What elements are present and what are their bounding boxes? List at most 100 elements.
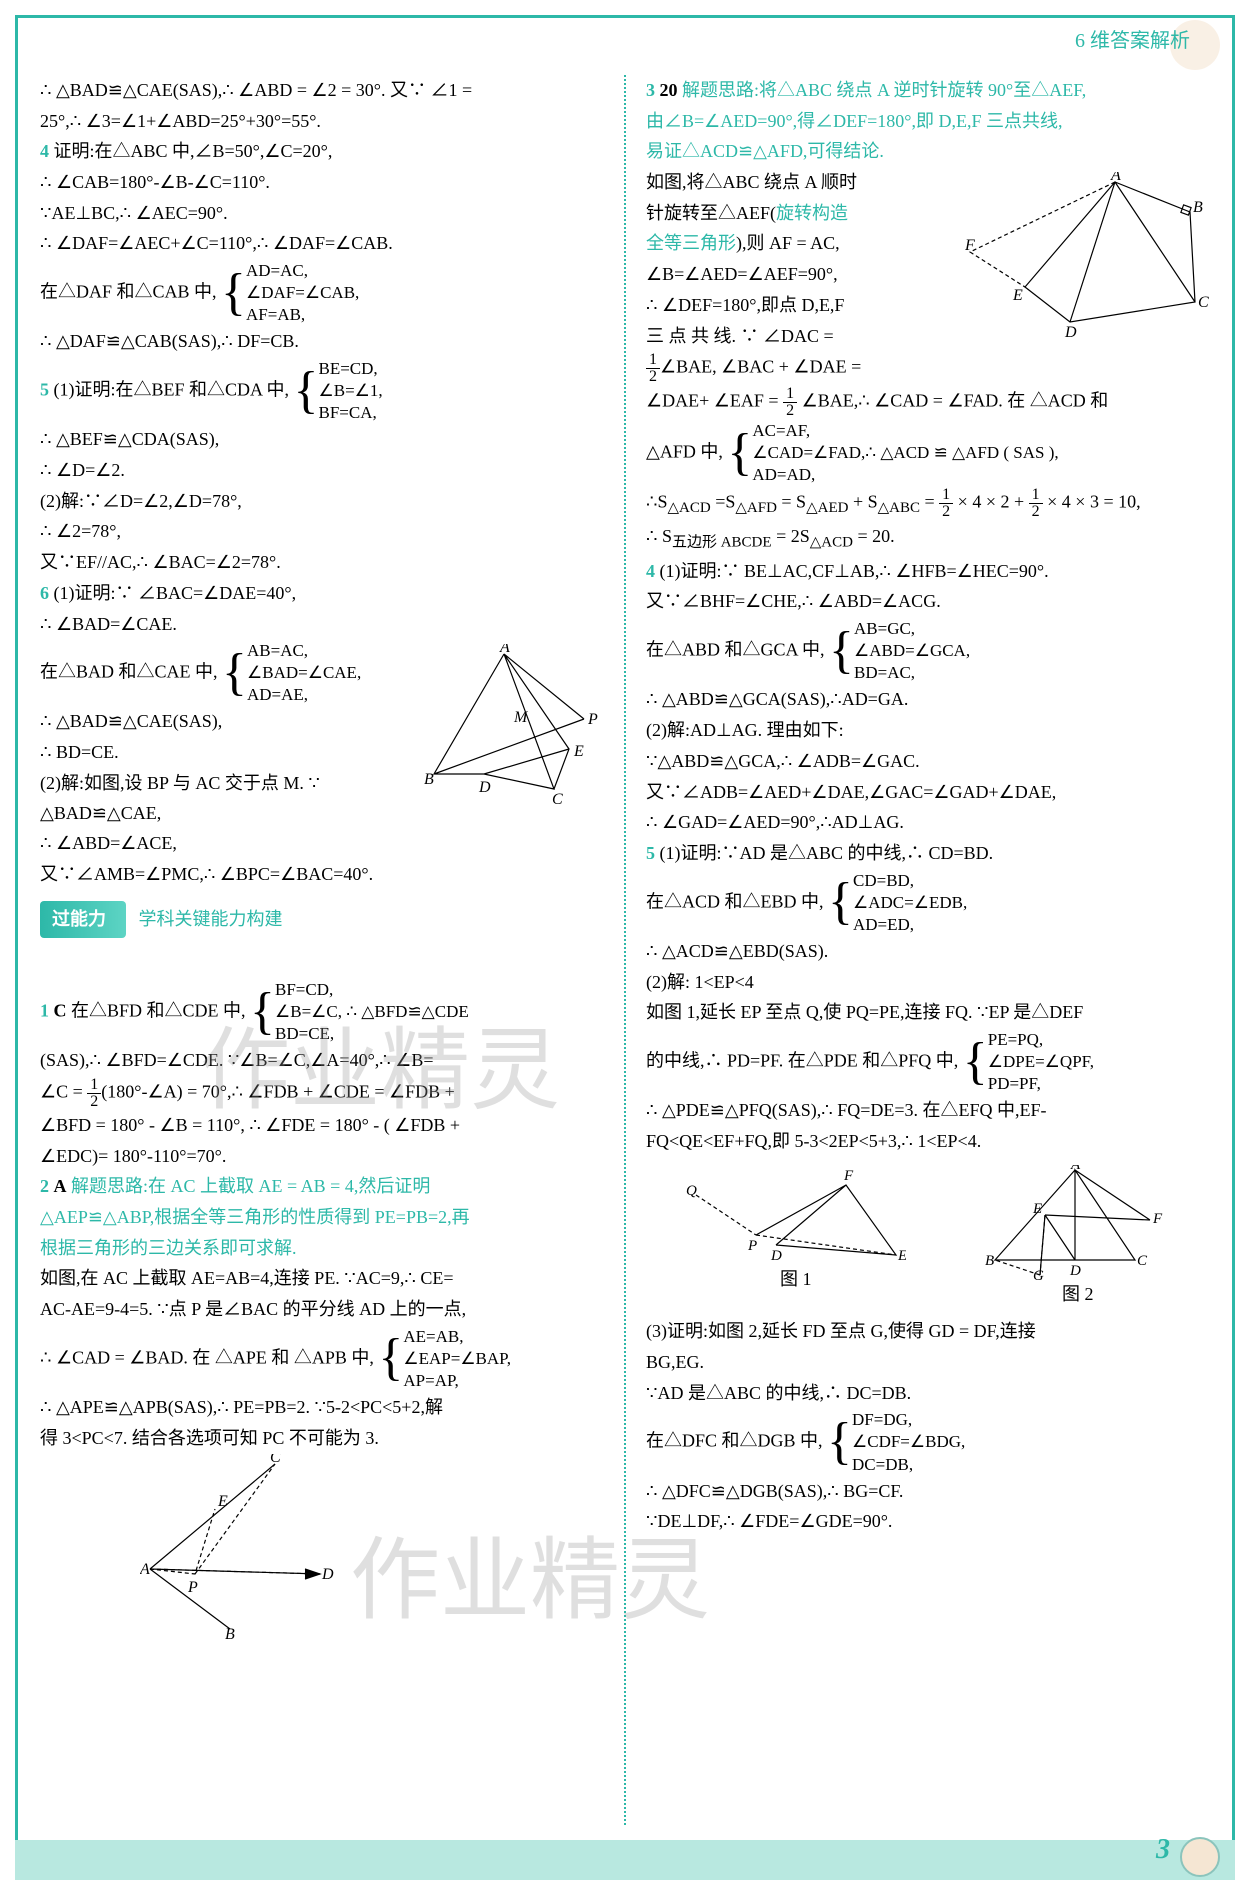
- svg-text:E: E: [897, 1248, 906, 1264]
- eq: ∠B=∠C, ∴ △BFD≌△CDE: [275, 1001, 469, 1023]
- text: ∠DAE+ ∠EAF = 12 ∠BAE,∴ ∠CAD = ∠FAD. 在 △A…: [646, 386, 1210, 419]
- svg-text:D: D: [478, 779, 491, 796]
- column-divider: [624, 75, 626, 1825]
- svg-text:C: C: [552, 791, 563, 804]
- q-num: 1: [40, 1000, 49, 1020]
- eq: DC=DB,: [852, 1454, 965, 1476]
- brace: {BF=CD,∠B=∠C, ∴ △BFD≌△CDEBD=CE,: [250, 979, 469, 1045]
- hint: △AEP≌△ABP,根据全等三角形的性质得到 PE=PB=2,再: [40, 1203, 604, 1233]
- brace: {AC=AF,∠CAD=∠FAD,∴ △ACD ≌ △AFD ( SAS ),A…: [727, 420, 1058, 486]
- text: ∴ ∠ABD=∠ACE,: [40, 829, 604, 859]
- text: FQ<QE<EF+FQ,即 5-3<2EP<5+3,∴ 1<EP<4.: [646, 1127, 1210, 1157]
- text: ∵AE⊥BC,∴ ∠AEC=90°.: [40, 199, 604, 229]
- svg-text:B: B: [424, 771, 434, 788]
- svg-text:E: E: [1012, 287, 1023, 304]
- eq: AD=AC,: [246, 260, 359, 282]
- q-num: 4: [40, 141, 49, 161]
- q4: 4 证明:在△ABC 中,∠B=50°,∠C=20°,: [40, 137, 604, 167]
- eq: AP=AP,: [403, 1370, 511, 1392]
- text: (1)证明:∵ BE⊥AC,CF⊥AB,∴ ∠HFB=∠HEC=90°.: [655, 561, 1049, 581]
- hint: 解题思路:在 AC 上截取 AE = AB = 4,然后证明: [67, 1176, 431, 1196]
- text: 的中线,∴ PD=PF. 在△PDE 和△PFQ 中, {PE=PQ,∠DPE=…: [646, 1029, 1210, 1095]
- eq: AF=AB,: [246, 304, 359, 326]
- text: ∴ △PDE≌△PFQ(SAS),∴ FQ=DE=3. 在△EFQ 中,EF-: [646, 1096, 1210, 1126]
- text: ∴ ∠BAD=∠CAE.: [40, 610, 604, 640]
- svg-text:P: P: [187, 1579, 198, 1596]
- q5: 5 (1)证明:在△BEF 和△CDA 中, {BE=CD,∠B=∠1,BF=C…: [40, 358, 604, 424]
- text: ∴ △BAD≌△CAE(SAS),∴ ∠ABD = ∠2 = 30°. 又∵ ∠…: [40, 76, 604, 106]
- figure-r1: QPD EF: [686, 1165, 906, 1265]
- brace: {AB=AC,∠BAD=∠CAE,AD=AE,: [222, 640, 361, 706]
- text: ∠BFD = 180° - ∠B = 110°, ∴ ∠FDE = 180° -…: [40, 1111, 604, 1141]
- q4: 4 (1)证明:∵ BE⊥AC,CF⊥AB,∴ ∠HFB=∠HEC=90°.: [646, 557, 1210, 587]
- svg-text:C: C: [1137, 1253, 1148, 1269]
- eq: ∠ABD=∠GCA,: [854, 640, 970, 662]
- svg-text:M: M: [513, 709, 529, 726]
- figure-q2: ABC DEP: [140, 1454, 340, 1639]
- text: 证明:在△ABC 中,∠B=50°,∠C=20°,: [49, 141, 332, 161]
- eq: BF=CD,: [275, 979, 469, 1001]
- svg-text:B: B: [225, 1626, 235, 1639]
- answer: 20: [660, 80, 678, 100]
- q-num: 4: [646, 561, 655, 581]
- eq: ∠DPE=∠QPF,: [988, 1051, 1094, 1073]
- text: (1)证明:∵AD 是△ABC 的中线,∴ CD=BD.: [655, 843, 993, 863]
- text: ∴ △APE≌△APB(SAS),∴ PE=PB=2. ∵5-2<PC<5+2,…: [40, 1393, 604, 1423]
- q-num: 6: [40, 583, 49, 603]
- q1: 1 C 在△BFD 和△CDE 中, {BF=CD,∠B=∠C, ∴ △BFD≌…: [40, 979, 604, 1045]
- text: 在△BFD 和△CDE 中,: [67, 1000, 246, 1020]
- fraction: 12: [646, 352, 660, 385]
- text: (2)解:AD⊥AG. 理由如下:: [646, 716, 1210, 746]
- answer: C: [54, 1000, 67, 1020]
- text: ∠EDC)= 180°-110°=70°.: [40, 1142, 604, 1172]
- svg-text:A: A: [499, 644, 510, 656]
- svg-text:P: P: [747, 1238, 757, 1254]
- text: ∴ ∠CAB=180°-∠B-∠C=110°.: [40, 168, 604, 198]
- eq: CD=BD,: [853, 870, 967, 892]
- q2: 2 A 解题思路:在 AC 上截取 AE = AB = 4,然后证明: [40, 1172, 604, 1202]
- text: 又∵∠BHF=∠CHE,∴ ∠ABD=∠ACG.: [646, 587, 1210, 617]
- svg-text:E: E: [1032, 1201, 1042, 1217]
- eq: DF=DG,: [852, 1409, 965, 1431]
- right-column: 3 20 解题思路:将△ABC 绕点 A 逆时针旋转 90°至△AEF, 由∠B…: [646, 75, 1210, 1825]
- fig-caption: 图 2: [985, 1280, 1170, 1310]
- text: (180°-∠A) = 70°,∴ ∠FDB + ∠CDE = ∠FDB +: [101, 1082, 455, 1102]
- svg-text:E: E: [573, 743, 584, 760]
- eq: AC=AF,: [752, 420, 1058, 442]
- text: ∵AD 是△ABC 的中线,∴ DC=DB.: [646, 1379, 1210, 1409]
- q5: 5 (1)证明:∵AD 是△ABC 的中线,∴ CD=BD.: [646, 839, 1210, 869]
- q6: 6 (1)证明:∵ ∠BAC=∠DAE=40°,: [40, 579, 604, 609]
- text: 又∵∠AMB=∠PMC,∴ ∠BPC=∠BAC=40°.: [40, 860, 604, 890]
- text: (1)证明:∵ ∠BAC=∠DAE=40°,: [49, 583, 296, 603]
- text: 25°,∴ ∠3=∠1+∠ABD=25°+30°=55°.: [40, 107, 604, 137]
- text: 在△DAF 和△CAB 中,: [40, 281, 217, 301]
- svg-text:B: B: [1193, 199, 1203, 216]
- text: ∴ △BEF≌△CDA(SAS),: [40, 425, 604, 455]
- fraction: 12: [87, 1077, 101, 1110]
- text: (2)解:∵∠D=∠2,∠D=78°,: [40, 487, 604, 517]
- text: 在△ABD 和△GCA 中, {AB=GC,∠ABD=∠GCA,BD=AC,: [646, 618, 1210, 684]
- eq: AB=GC,: [854, 618, 970, 640]
- svg-text:P: P: [587, 711, 598, 728]
- eq: AD=AE,: [247, 684, 361, 706]
- text: 得 3<PC<7. 结合各选项可知 PC 不可能为 3.: [40, 1424, 604, 1454]
- banner-title: 过能力: [40, 901, 126, 939]
- svg-text:E: E: [217, 1493, 228, 1510]
- text: ∴ △DAF≌△CAB(SAS),∴ DF=CB.: [40, 327, 604, 357]
- text: ∴ △DFC≌△DGB(SAS),∴ BG=CF.: [646, 1477, 1210, 1507]
- q-num: 2: [40, 1176, 49, 1196]
- hint: 易证△ACD≌△AFD,可得结论.: [646, 137, 1210, 167]
- text: 12∠BAE, ∠BAC + ∠DAE =: [646, 352, 1210, 385]
- q-num: 5: [40, 379, 49, 399]
- svg-text:F: F: [965, 237, 975, 254]
- svg-text:F: F: [1152, 1211, 1163, 1227]
- text: ∠C = 12(180°-∠A) = 70°,∴ ∠FDB + ∠CDE = ∠…: [40, 1077, 604, 1110]
- eq: PE=PQ,: [988, 1029, 1094, 1051]
- hint: 由∠B=∠AED=90°,得∠DEF=180°,即 D,E,F 三点共线,: [646, 107, 1210, 137]
- brace: {AB=GC,∠ABD=∠GCA,BD=AC,: [829, 618, 970, 684]
- page-header: 6 维答案解析: [1075, 25, 1190, 57]
- svg-text:D: D: [770, 1248, 782, 1264]
- brace: {AD=AC,∠DAF=∠CAB,AF=AB,: [221, 260, 359, 326]
- svg-text:D: D: [1069, 1263, 1081, 1279]
- q-num: 5: [646, 843, 655, 863]
